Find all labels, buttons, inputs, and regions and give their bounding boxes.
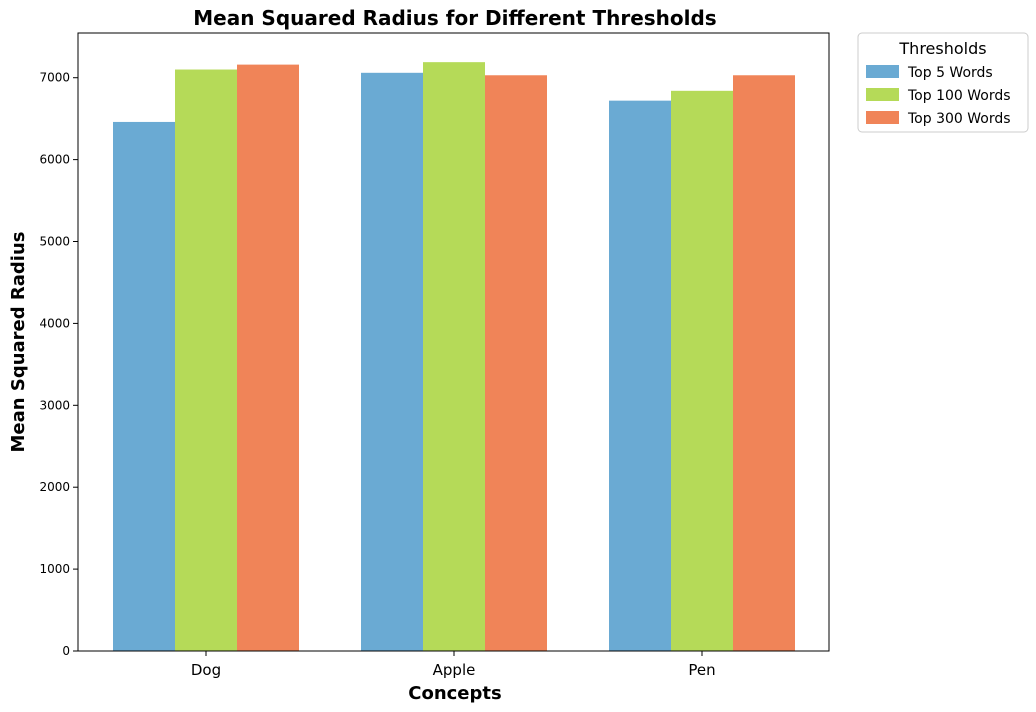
bar-pen-series-2 xyxy=(671,90,733,652)
x-tick-label-apple: Apple xyxy=(433,661,476,679)
x-tick-label-pen: Pen xyxy=(688,661,715,679)
legend-box xyxy=(857,32,1029,133)
bar-dog-series-2 xyxy=(175,69,237,652)
legend-swatch-2 xyxy=(866,88,899,101)
y-tick-label: 7000 xyxy=(39,71,70,85)
bar-pen-series-1 xyxy=(609,100,671,651)
bar-apple-series-1 xyxy=(361,72,423,652)
y-axis-label: Mean Squared Radius xyxy=(8,232,29,453)
y-tick-label: 3000 xyxy=(39,398,70,412)
x-tick-label-dog: Dog xyxy=(191,661,221,679)
legend-label-1: Top 5 Words xyxy=(907,65,993,81)
bar-apple-series-3 xyxy=(485,75,547,651)
legend: Thresholds Top 5 Words Top 100 Words Top 3… xyxy=(857,32,1029,133)
y-tick-label: 2000 xyxy=(39,480,70,494)
legend-label-3: Top 300 Words xyxy=(907,111,1011,127)
x-axis-label: Concepts xyxy=(408,683,501,704)
legend-swatch-3 xyxy=(866,111,899,124)
legend-title: Thresholds xyxy=(898,39,986,58)
y-tick-label: 6000 xyxy=(39,153,70,167)
y-tick-label: 4000 xyxy=(39,316,70,330)
y-tick-label: 1000 xyxy=(39,562,70,576)
y-tick-label: 5000 xyxy=(39,235,70,249)
y-axis-ticks: 0 1000 2000 3000 4000 5000 6000 7000 xyxy=(39,71,78,658)
bars-layer xyxy=(113,62,795,652)
legend-swatch-1 xyxy=(866,65,899,78)
legend-items: Top 5 Words Top 100 Words Top 300 Words xyxy=(866,65,1011,127)
bar-dog-series-3 xyxy=(237,64,299,652)
bar-dog-series-1 xyxy=(113,121,175,651)
x-axis-ticks: Dog Apple Pen xyxy=(191,651,716,679)
legend-label-2: Top 100 Words xyxy=(907,88,1011,104)
chart-title: Mean Squared Radius for Different Thresh… xyxy=(193,6,716,30)
bar-pen-series-3 xyxy=(733,75,795,651)
bar-apple-series-2 xyxy=(423,62,485,651)
y-tick-label: 0 xyxy=(62,644,70,658)
